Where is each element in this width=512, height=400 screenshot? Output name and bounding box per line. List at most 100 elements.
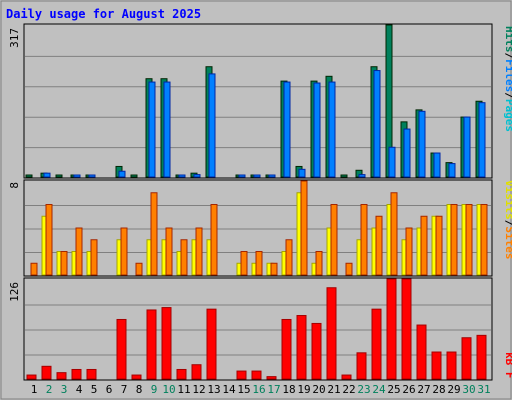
day-label-17: 17 [267,383,280,396]
bar-files-day-24 [373,70,381,178]
bar-files-day-25 [388,146,396,178]
panel-kbytes-bars [26,278,487,380]
bar-files-day-15 [238,174,246,178]
bar-sites-day-1 [30,262,38,276]
panel-hits-gridlines [25,55,491,149]
bar-sites-day-13 [210,204,218,276]
bar-kb-f-day-2 [41,365,52,380]
day-label-14: 14 [222,383,236,396]
bar-sites-day-26 [405,227,413,276]
day-label-25: 25 [387,383,400,396]
legend-pages-text: Hits [503,26,512,53]
day-label-22: 22 [342,383,355,396]
panel-kbytes-gridlines [25,304,491,356]
panel-hits-legend: Hits/Files/Pages [503,26,512,132]
bar-files-day-10 [163,81,171,178]
legend-visits: Visits/Sites [503,180,512,260]
bar-kb-f-day-30 [461,337,472,380]
bar-sites-day-20 [315,251,323,276]
bar-hits-day-22 [340,174,348,178]
legend-sep-3: / [503,220,512,227]
bar-hits-day-8 [130,174,138,178]
bar-kb-f-day-22 [341,374,352,380]
bar-kb-f-day-21 [326,287,337,380]
bar-sites-day-29 [450,204,458,276]
bar-kb-f-day-4 [71,368,82,380]
bar-files-day-4 [73,174,81,178]
panel-kbytes-plot [23,277,493,381]
bar-sites-day-22 [345,262,353,276]
bar-kb-f-day-11 [176,368,187,380]
panel-hits-max-label: 317 [8,28,21,48]
day-label-6: 6 [106,383,113,396]
day-label-27: 27 [417,383,430,396]
bar-sites-day-2 [45,204,53,276]
day-label-15: 15 [237,383,250,396]
bar-kb-f-day-18 [281,318,292,380]
bar-kb-f-day-31 [476,334,487,380]
bar-files-day-21 [328,81,336,178]
bar-kb-f-day-15 [236,370,247,380]
bar-kb-f-day-19 [296,315,307,380]
bar-files-day-5 [88,174,96,178]
bar-kb-f-day-9 [146,309,157,380]
legend-files-text: Files [503,59,512,92]
day-label-20: 20 [312,383,325,396]
bar-kb-f-day-8 [131,374,142,380]
bar-sites-day-16 [255,251,263,276]
day-label-31: 31 [477,383,490,396]
day-label-12: 12 [192,383,205,396]
bar-kb-f-day-26 [401,278,412,380]
bar-sites-day-11 [180,239,188,276]
bar-kb-f-day-13 [206,308,217,380]
day-label-21: 21 [327,383,340,396]
day-label-10: 10 [162,383,175,396]
bar-files-day-17 [268,174,276,178]
panel-kbytes: 126 kB F [8,277,512,381]
legend-hits-text: Pages [503,99,512,132]
bar-sites-day-19 [300,180,308,276]
day-label-23: 23 [357,383,370,396]
bar-files-day-19 [298,168,306,178]
bar-hits-day-3 [55,174,63,178]
bar-kb-f-day-10 [161,307,172,380]
panel-hits: 317 Hits/Files/Pages [8,23,512,179]
bar-sites-day-31 [480,204,488,276]
bar-files-day-29 [448,163,456,178]
legend-pages: Hits/Files/Pages [503,26,512,132]
day-label-18: 18 [282,383,295,396]
bar-sites-day-9 [150,192,158,276]
day-label-7: 7 [121,383,128,396]
bar-kb-f-day-12 [191,364,202,380]
panel-kbytes-max-label: 126 [8,282,21,302]
bar-files-day-20 [313,82,321,178]
legend-kbytes: kB F [503,352,512,379]
day-label-13: 13 [207,383,220,396]
bar-hits-day-1 [25,174,33,178]
bar-sites-day-5 [90,239,98,276]
day-label-5: 5 [91,383,98,396]
bar-kb-f-day-1 [26,374,37,380]
bar-sites-day-28 [435,215,443,276]
panel-visits: 8 Visits/Sites [8,179,512,277]
bar-kb-f-day-29 [446,351,457,380]
bar-kb-f-day-20 [311,322,322,380]
bar-files-day-28 [433,152,441,178]
bar-sites-day-21 [330,204,338,276]
bar-files-day-27 [418,110,426,178]
bar-files-day-11 [178,174,186,178]
bar-sites-day-15 [240,251,248,276]
bar-kb-f-day-27 [416,324,427,380]
bar-kb-f-day-25 [386,278,397,380]
panel-visits-max-label: 8 [8,182,21,189]
bar-kb-f-day-3 [56,372,67,380]
bar-files-day-16 [253,174,261,178]
day-label-1: 1 [31,383,38,396]
bar-sites-day-8 [135,262,143,276]
bar-files-day-12 [193,174,201,178]
bar-sites-day-10 [165,227,173,276]
panel-visits-legend: Visits/Sites [503,180,512,260]
bar-sites-day-23 [360,204,368,276]
